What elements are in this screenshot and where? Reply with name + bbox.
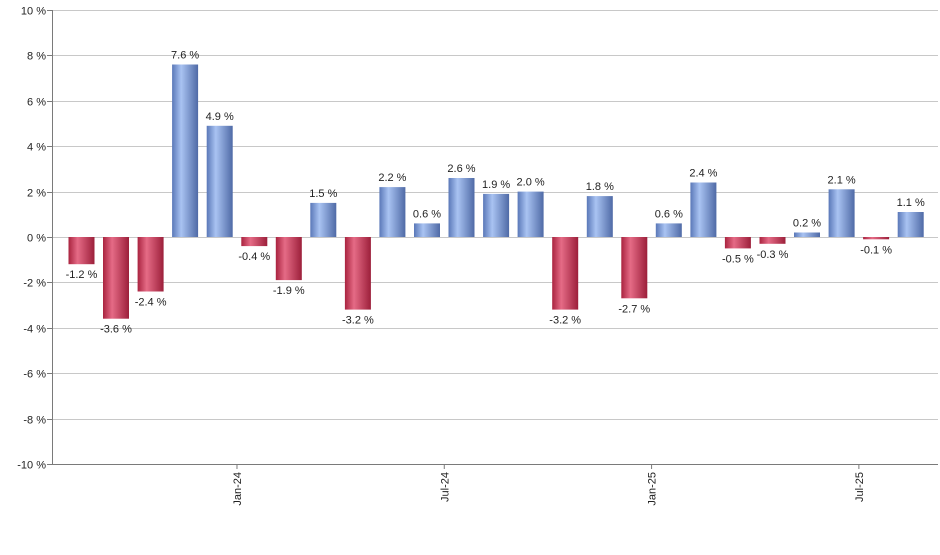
bar-negative bbox=[137, 237, 164, 292]
bar-value-label: 0.6 % bbox=[655, 208, 683, 220]
bar-value-label: 1.5 % bbox=[309, 188, 337, 200]
y-tick-label: 2 % bbox=[27, 188, 46, 200]
bar-positive bbox=[172, 64, 199, 237]
bar-positive bbox=[897, 212, 924, 237]
y-tick-label: 10 % bbox=[21, 6, 46, 18]
x-tick-label: Jan-24 bbox=[232, 472, 244, 506]
bars-layer bbox=[68, 64, 924, 319]
bar-value-label: -0.5 % bbox=[722, 253, 754, 265]
bar-value-label: 1.1 % bbox=[897, 197, 925, 209]
bar-positive bbox=[517, 191, 544, 237]
bar-negative bbox=[552, 237, 579, 310]
y-tick-label: -8 % bbox=[23, 415, 46, 427]
y-tick-label: 0 % bbox=[27, 233, 46, 245]
bar-positive bbox=[690, 182, 717, 237]
bar-value-label: -0.4 % bbox=[238, 251, 270, 263]
bar-positive bbox=[310, 202, 337, 237]
bar-positive bbox=[794, 232, 820, 237]
bar-value-label: -1.2 % bbox=[66, 269, 98, 281]
bar-value-label: -3.6 % bbox=[100, 324, 132, 336]
bar-negative bbox=[344, 237, 371, 310]
bar-value-label: 2.6 % bbox=[447, 163, 475, 175]
y-tick-label: -2 % bbox=[23, 278, 46, 290]
bar-value-label: 2.0 % bbox=[517, 177, 545, 189]
x-tick-label: Jul-24 bbox=[439, 472, 451, 502]
bar-value-label: -1.9 % bbox=[273, 285, 305, 297]
bar-value-label: 1.9 % bbox=[482, 179, 510, 191]
bar-value-label: 4.9 % bbox=[206, 111, 234, 123]
bar-value-label: -0.3 % bbox=[757, 249, 789, 261]
x-tick-label: Jan-25 bbox=[647, 472, 659, 506]
axis-layer: -10 % -8 % -6 % -4 % -2 % 0 % 2 % 4 % 6 % 8 % 10 %… bbox=[17, 6, 938, 506]
bar-value-label: 2.1 % bbox=[828, 174, 856, 186]
x-tick-label: Jul-25 bbox=[854, 472, 866, 502]
bar-value-label: 2.4 % bbox=[689, 168, 717, 180]
bar-negative bbox=[724, 237, 751, 249]
bar-negative bbox=[621, 237, 648, 299]
y-tick-label: -4 % bbox=[23, 324, 46, 336]
bar-negative bbox=[103, 237, 129, 319]
y-tick-label: -6 % bbox=[23, 369, 46, 381]
bar-value-label: 2.2 % bbox=[378, 172, 406, 184]
bar-value-label: 0.2 % bbox=[793, 218, 821, 230]
bar-value-label: 1.8 % bbox=[586, 181, 614, 193]
bar-value-label: -0.1 % bbox=[860, 244, 892, 256]
bar-positive bbox=[828, 189, 855, 237]
bar-positive bbox=[414, 223, 440, 237]
bar-negative bbox=[275, 237, 302, 281]
bar-value-label: -3.2 % bbox=[549, 315, 581, 327]
bar-negative bbox=[759, 237, 786, 244]
y-tick-label: 6 % bbox=[27, 97, 46, 109]
bar-value-label: -2.7 % bbox=[618, 303, 650, 315]
bar-positive bbox=[483, 193, 510, 237]
bar-positive bbox=[655, 223, 682, 237]
bar-value-label: 0.6 % bbox=[413, 208, 441, 220]
bar-value-label: 7.6 % bbox=[171, 50, 199, 62]
grid-layer bbox=[52, 10, 938, 465]
bar-positive bbox=[586, 196, 613, 237]
bar-positive bbox=[206, 125, 233, 237]
y-tick-label: 8 % bbox=[27, 51, 46, 63]
bar-negative bbox=[863, 237, 890, 240]
y-tick-label: -10 % bbox=[17, 460, 46, 472]
bar-negative bbox=[241, 237, 268, 247]
bar-positive bbox=[448, 178, 475, 237]
bar-negative bbox=[68, 237, 95, 265]
bar-value-label: -3.2 % bbox=[342, 315, 374, 327]
bar-value-label: -2.4 % bbox=[135, 297, 167, 309]
y-tick-label: 4 % bbox=[27, 142, 46, 154]
value-labels-layer: -1.2 % -3.6 % -2.4 % 7.6 % 4.9 % -0.4 % -1.9 %… bbox=[66, 50, 925, 336]
bar-positive bbox=[379, 187, 406, 237]
